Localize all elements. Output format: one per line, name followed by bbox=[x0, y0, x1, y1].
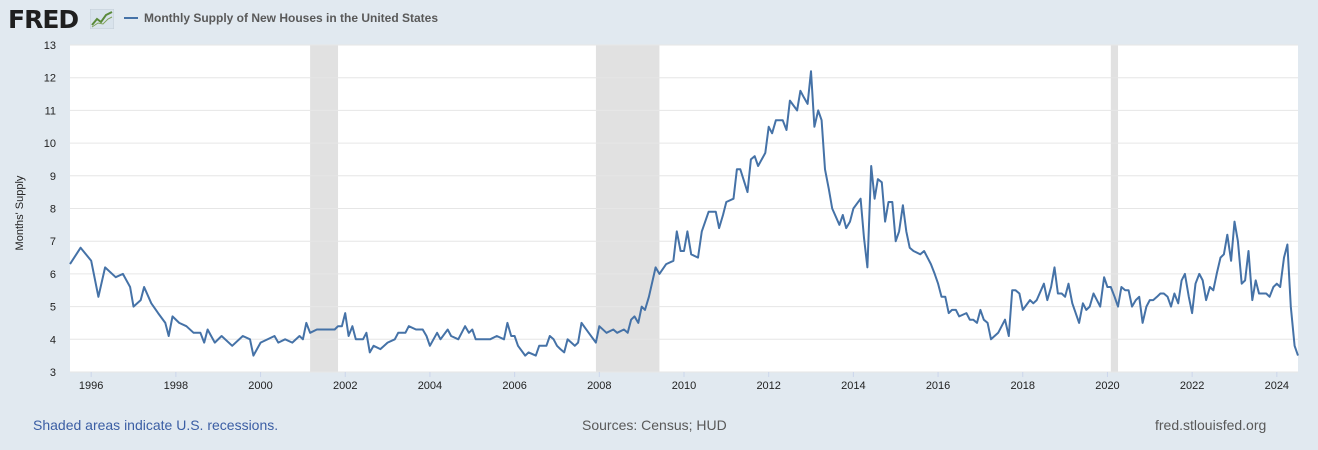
site-link[interactable]: fred.stlouisfed.org bbox=[1155, 417, 1267, 433]
series-layer bbox=[69, 70, 1299, 357]
legend-swatch bbox=[124, 17, 138, 19]
y-tick-label-4: 4 bbox=[50, 334, 56, 346]
legend[interactable]: Monthly Supply of New Houses in the Unit… bbox=[124, 11, 438, 25]
series-line-0[interactable] bbox=[69, 70, 1299, 357]
x-axis-ticks: 1996 1998 2000 2002 2004 2006 2008 2010 2012 2014… bbox=[79, 372, 1289, 390]
y-tick-label-5: 5 bbox=[50, 302, 56, 314]
y-axis-label: Months' Supply bbox=[14, 175, 26, 250]
fred-logo[interactable]: FRED bbox=[8, 5, 79, 34]
x-tick-label-2010: 2010 bbox=[672, 380, 696, 390]
y-tick-label-8: 8 bbox=[50, 204, 56, 216]
x-tick-label-2022: 2022 bbox=[1180, 380, 1204, 390]
y-tick-label-9: 9 bbox=[50, 171, 56, 183]
sources-text: Sources: Census; HUD bbox=[582, 417, 727, 433]
y-axis-ticks: 3 4 5 6 7 8 9 10 11 12 13 bbox=[44, 40, 56, 379]
chart-header: FRED Monthly Supply of New Houses in the… bbox=[0, 0, 1318, 40]
x-tick-label-1996: 1996 bbox=[79, 380, 103, 390]
x-tick-label-2024: 2024 bbox=[1265, 380, 1289, 390]
x-tick-label-2008: 2008 bbox=[587, 380, 611, 390]
y-tick-label-3: 3 bbox=[50, 367, 56, 379]
x-tick-label-1998: 1998 bbox=[164, 380, 188, 390]
x-tick-label-2012: 2012 bbox=[756, 380, 780, 390]
x-tick-label-2018: 2018 bbox=[1011, 380, 1035, 390]
fred-chart-icon bbox=[90, 9, 114, 29]
x-tick-label-2006: 2006 bbox=[502, 380, 526, 390]
y-tick-label-11: 11 bbox=[45, 105, 56, 117]
y-tick-label-13: 13 bbox=[44, 40, 56, 52]
y-tick-label-7: 7 bbox=[50, 236, 56, 248]
x-tick-label-2004: 2004 bbox=[418, 380, 442, 390]
legend-label: Monthly Supply of New Houses in the Unit… bbox=[144, 11, 439, 25]
x-tick-label-2016: 2016 bbox=[926, 380, 950, 390]
x-tick-label-2000: 2000 bbox=[248, 380, 272, 390]
x-tick-label-2020: 2020 bbox=[1095, 380, 1119, 390]
y-tick-label-10: 10 bbox=[44, 138, 56, 150]
y-tick-label-6: 6 bbox=[50, 269, 56, 281]
gridlines bbox=[70, 44, 1298, 373]
y-tick-label-12: 12 bbox=[44, 73, 56, 85]
recession-note[interactable]: Shaded areas indicate U.S. recessions. bbox=[33, 417, 279, 433]
line-chart[interactable]: 3 4 5 6 7 8 9 10 11 12 13 1996 1998 2000 2002 2004 2006… bbox=[0, 30, 1318, 390]
x-tick-label-2002: 2002 bbox=[333, 380, 357, 390]
x-tick-label-2014: 2014 bbox=[841, 380, 865, 390]
